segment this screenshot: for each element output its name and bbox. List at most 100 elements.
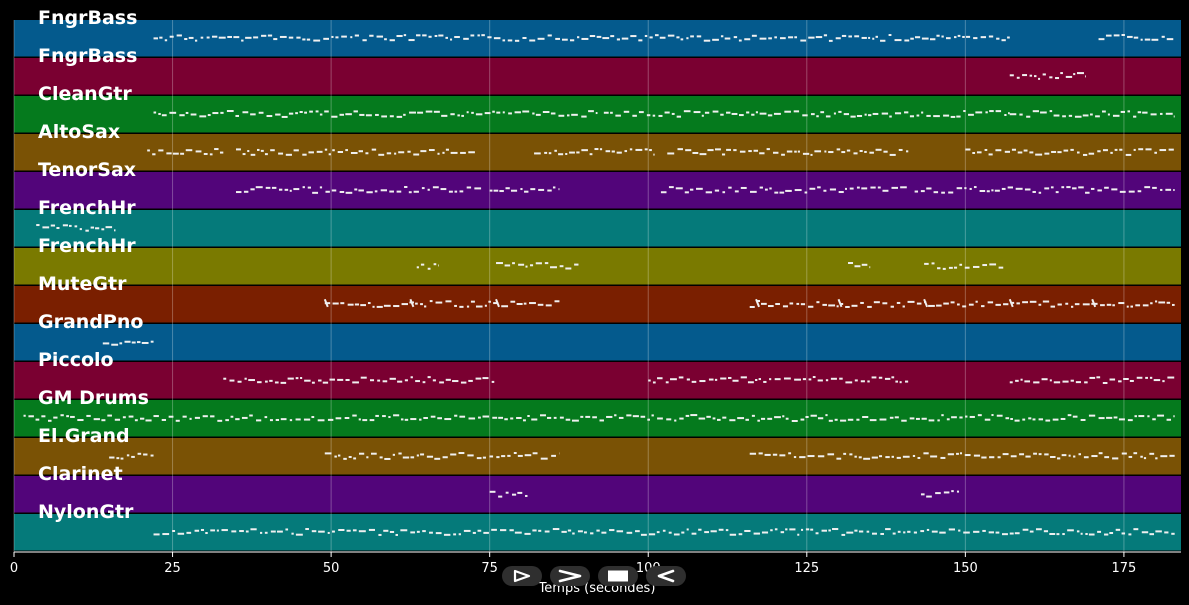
- note-mark: [1055, 77, 1060, 80]
- note-mark: [1167, 376, 1175, 379]
- note-mark: [324, 148, 328, 151]
- note-mark: [882, 302, 888, 305]
- transport-controls: [502, 566, 686, 586]
- note-mark: [413, 153, 420, 156]
- note-mark: [972, 152, 976, 155]
- note-mark: [1152, 418, 1156, 421]
- note-mark: [581, 37, 589, 40]
- note-mark: [322, 381, 329, 384]
- note-mark: [344, 417, 350, 420]
- note-mark: [434, 34, 438, 37]
- note-mark: [907, 300, 915, 303]
- note-mark: [808, 305, 814, 308]
- note-mark: [825, 115, 831, 118]
- note-mark: [389, 115, 394, 118]
- note-mark: [1040, 111, 1047, 114]
- note-mark: [420, 150, 427, 153]
- note-mark: [315, 110, 319, 113]
- note-mark: [821, 529, 827, 532]
- note-mark: [1082, 303, 1090, 306]
- note-mark: [1113, 34, 1120, 37]
- track-label: FrenchHr: [38, 235, 136, 257]
- note-mark: [416, 266, 419, 269]
- note-mark: [976, 151, 982, 154]
- note-mark: [1038, 77, 1041, 80]
- note-mark: [942, 267, 946, 270]
- note-mark: [1038, 303, 1042, 306]
- note-mark: [671, 112, 675, 115]
- note-mark: [304, 111, 307, 114]
- note-mark: [755, 298, 760, 308]
- note-mark: [909, 115, 915, 118]
- note-mark: [920, 493, 925, 496]
- track-bands: [14, 20, 1181, 551]
- note-mark: [428, 35, 432, 38]
- rewind-button[interactable]: [646, 566, 686, 586]
- note-mark: [1102, 149, 1108, 152]
- note-mark: [759, 186, 763, 189]
- note-mark: [331, 189, 337, 192]
- note-mark: [872, 112, 879, 115]
- note-mark: [817, 417, 824, 420]
- note-mark: [337, 454, 341, 457]
- note-mark: [1136, 376, 1143, 379]
- note-mark: [567, 114, 570, 117]
- note-mark: [691, 532, 697, 535]
- note-mark: [968, 113, 974, 116]
- note-mark: [454, 190, 458, 193]
- note-mark: [153, 111, 157, 114]
- note-mark: [1149, 376, 1153, 379]
- note-mark: [496, 111, 501, 114]
- note-mark: [189, 417, 192, 420]
- note-mark: [253, 36, 259, 39]
- note-mark: [1008, 112, 1010, 115]
- note-mark: [737, 417, 745, 420]
- note-mark: [902, 455, 910, 458]
- note-mark: [1005, 417, 1010, 420]
- note-mark: [679, 417, 684, 420]
- note-mark: [90, 226, 95, 229]
- note-mark: [676, 36, 680, 39]
- play-button[interactable]: [502, 566, 542, 586]
- note-mark: [626, 531, 633, 534]
- note-mark: [200, 528, 205, 531]
- note-mark: [858, 530, 864, 533]
- x-tick-label: 25: [164, 561, 181, 576]
- note-mark: [1129, 379, 1134, 382]
- note-mark: [307, 186, 312, 189]
- note-mark: [41, 415, 46, 418]
- note-mark: [1115, 528, 1121, 531]
- note-mark: [360, 376, 367, 379]
- note-mark: [463, 37, 469, 40]
- forward-button[interactable]: [550, 566, 590, 586]
- note-mark: [389, 530, 395, 533]
- note-mark: [256, 148, 260, 151]
- note-mark: [1014, 532, 1020, 535]
- note-mark: [935, 492, 941, 495]
- note-mark: [883, 150, 888, 153]
- note-mark: [616, 151, 622, 154]
- note-mark: [537, 303, 544, 306]
- note-mark: [773, 151, 779, 154]
- note-mark: [720, 35, 724, 38]
- note-mark: [153, 37, 158, 40]
- note-mark: [358, 530, 366, 533]
- note-mark: [1084, 381, 1088, 384]
- note-mark: [635, 148, 643, 151]
- note-mark: [1127, 35, 1133, 38]
- note-mark: [690, 414, 698, 417]
- note-mark: [226, 110, 234, 113]
- note-mark: [365, 152, 369, 155]
- note-mark: [1121, 452, 1127, 455]
- note-mark: [782, 305, 788, 308]
- note-mark: [495, 298, 500, 308]
- note-mark: [345, 113, 352, 116]
- note-mark: [169, 35, 174, 38]
- note-mark: [1159, 149, 1167, 152]
- note-mark: [933, 115, 940, 118]
- note-mark: [442, 151, 445, 154]
- stop-button[interactable]: [598, 566, 638, 586]
- note-mark: [950, 115, 956, 118]
- note-mark: [956, 115, 961, 118]
- note-mark: [861, 263, 868, 266]
